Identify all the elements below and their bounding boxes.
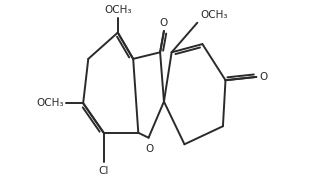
Text: O: O [260, 72, 268, 82]
Text: OCH₃: OCH₃ [200, 10, 227, 20]
Text: O: O [146, 144, 154, 154]
Text: OCH₃: OCH₃ [104, 5, 131, 15]
Text: Cl: Cl [99, 166, 109, 176]
Text: O: O [160, 18, 168, 28]
Text: OCH₃: OCH₃ [36, 98, 64, 108]
